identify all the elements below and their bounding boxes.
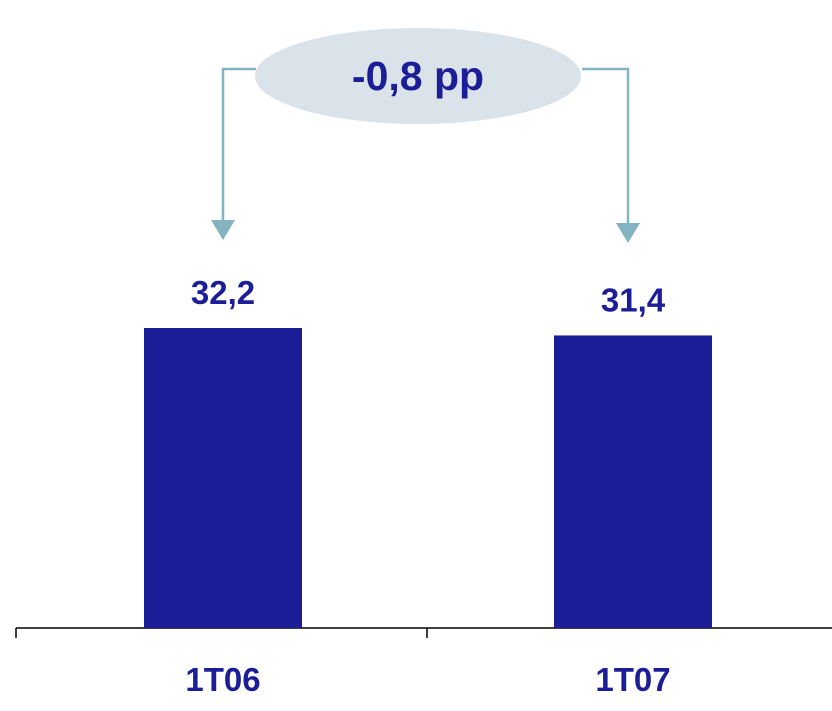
difference-label: -0,8 pp — [352, 53, 484, 99]
bar-1T06 — [144, 328, 302, 628]
arrow-down-icon — [211, 220, 235, 240]
bar-value-label-1T07: 31,4 — [601, 281, 666, 318]
difference-callout: -0,8 pp — [211, 28, 640, 243]
connector-line-left — [221, 67, 256, 222]
x-tick-label-1T06: 1T06 — [185, 661, 260, 698]
connector-line-right — [582, 67, 630, 225]
bar-1T07 — [554, 335, 712, 628]
arrow-down-icon — [616, 223, 640, 243]
bars-group — [144, 328, 712, 628]
bar-value-label-1T06: 32,2 — [191, 274, 255, 311]
difference-bubble — [255, 28, 581, 124]
x-tick-label-1T07: 1T07 — [595, 661, 670, 698]
